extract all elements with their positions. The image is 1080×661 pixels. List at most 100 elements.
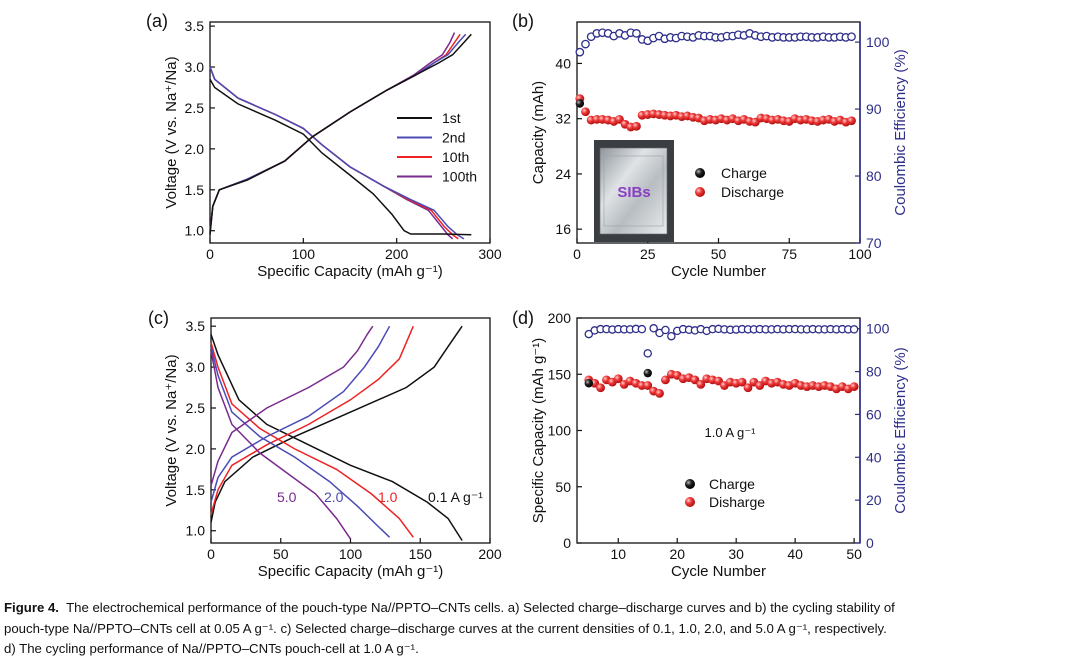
ce-point	[581, 39, 590, 49]
inset-photo: SIBs	[594, 140, 674, 242]
y-tick-label: 3.5	[185, 18, 205, 34]
x-tick-label: 150	[409, 546, 433, 562]
legend-label: 100th	[442, 169, 477, 185]
discharge-point	[596, 383, 605, 393]
panel-a: 0 100 200 300 Specific Capacity (mAh g⁻¹) 1.0…	[146, 11, 502, 280]
x-tick-label: 0	[206, 246, 214, 262]
y-tick-label: 2.5	[185, 100, 205, 116]
y-tick-label: 100	[548, 423, 572, 439]
legend-label: Disharge	[709, 494, 765, 510]
y-tick-label: 3.5	[186, 318, 206, 334]
y2-tick-label: 70	[866, 235, 882, 251]
x-tick-label: 0	[573, 246, 581, 262]
y-axis-label: Voltage (V vs. Na⁺/Na)	[163, 354, 180, 506]
y2-tick-label: 40	[866, 449, 882, 465]
y-axis-label: Voltage (V vs. Na⁺/Na)	[163, 56, 180, 208]
y-tick-label: 40	[555, 55, 571, 71]
x-tick-label: 25	[640, 246, 656, 262]
curve-charge-10th	[209, 33, 461, 233]
legend: Charge Disharge	[685, 476, 765, 510]
y-tick-label: 16	[555, 221, 571, 237]
y2-tick-label: 80	[866, 168, 882, 184]
plot-frame	[209, 21, 491, 244]
legend-marker	[695, 187, 705, 197]
y-axis-label: Specific Capacity (mAh g⁻¹)	[530, 338, 547, 523]
y-tick-label: 32	[555, 111, 571, 127]
y-tick-label: 1.5	[186, 482, 206, 498]
pouch-seal	[603, 155, 664, 227]
y-tick-label: 2.0	[186, 441, 206, 457]
ce-point	[667, 331, 676, 341]
panel-label: (c)	[148, 308, 169, 328]
y-tick-label: 3.0	[185, 59, 205, 75]
y2-tick-label: 0	[866, 535, 874, 551]
discharge-point	[696, 379, 706, 389]
discharge-point	[632, 121, 641, 131]
caption-line-1: Figure 4. The electrochemical performanc…	[4, 598, 1076, 619]
legend-label: 1st	[442, 110, 461, 126]
x-tick-label: 20	[669, 546, 685, 562]
discharge-point	[643, 381, 653, 390]
charge-point	[575, 99, 585, 108]
y2-axis-label: Coulombic Efficiency (%)	[892, 49, 909, 215]
curve-discharge-2.0	[210, 346, 391, 538]
ce-point	[584, 329, 594, 339]
panel-label: (b)	[512, 11, 534, 31]
rate-annotation: 1.0	[378, 489, 398, 505]
ce-point	[575, 47, 585, 57]
y2-tick-label: 100	[866, 321, 890, 337]
legend-label: 10th	[442, 149, 469, 165]
discharge-point	[613, 374, 623, 384]
legend-label: 2nd	[442, 130, 465, 146]
discharge-point	[737, 377, 747, 387]
ce-point	[632, 29, 641, 38]
curve-discharge-5.0	[210, 350, 352, 540]
y2-tick-label: 100	[866, 34, 890, 50]
x-tick-label: 10	[610, 546, 626, 562]
x-tick-label: 100	[339, 546, 363, 562]
panel-c: 0 50 100 150 200 Specific Capacity (mAh g⁻¹) 1…	[148, 308, 502, 580]
discharge-point	[581, 107, 590, 117]
discharge-point	[661, 375, 670, 385]
ce-point	[849, 325, 859, 334]
curve-charge-0.1 A g⁻¹	[210, 325, 463, 523]
discharge-point	[849, 382, 859, 392]
caption-line-2: pouch-type Na//PPTO–CNTs cell at 0.05 A …	[4, 620, 887, 636]
x-tick-label: 100	[292, 246, 316, 262]
y2-axis-label: Coulombic Efficiency (%)	[892, 347, 909, 513]
panel-label: (d)	[512, 308, 534, 328]
charge-point	[584, 379, 593, 388]
x-tick-label: 100	[848, 246, 872, 262]
y-tick-label: 1.0	[186, 523, 206, 539]
rate-annotation: 5.0	[277, 489, 297, 505]
ce-point	[847, 32, 856, 42]
curve-charge-2.0	[210, 325, 391, 503]
curve-discharge-10th	[209, 66, 459, 240]
curve-charge-1st	[209, 33, 472, 235]
charge-point	[643, 368, 652, 378]
x-tick-label: 0	[207, 546, 215, 562]
x-tick-label: 30	[728, 546, 744, 562]
discharge-point	[743, 383, 753, 393]
caption-line-3: d) The cycling performance of Na//PPTO–C…	[4, 641, 419, 656]
x-tick-label: 300	[478, 246, 502, 262]
curve-discharge-2nd	[209, 66, 465, 240]
pouch-cell	[599, 147, 668, 235]
x-tick-label: 200	[385, 246, 409, 262]
discharge-point	[655, 388, 664, 398]
y2-tick-label: 20	[866, 492, 882, 508]
rate-annotation: 0.1 A g⁻¹	[428, 489, 483, 505]
y-tick-label: 3.0	[186, 359, 206, 375]
legend-label: Discharge	[721, 184, 784, 200]
ce-point	[643, 349, 653, 358]
curve-discharge-1.0	[210, 342, 414, 538]
y-tick-label: 0	[563, 535, 571, 551]
y2-tick-label: 60	[866, 406, 882, 422]
inset-label: SIBs	[617, 184, 650, 201]
y-tick-label: 2.0	[185, 141, 205, 157]
y-tick-label: 2.5	[186, 400, 206, 416]
y-tick-label: 200	[548, 310, 572, 326]
discharge-point	[847, 116, 856, 126]
